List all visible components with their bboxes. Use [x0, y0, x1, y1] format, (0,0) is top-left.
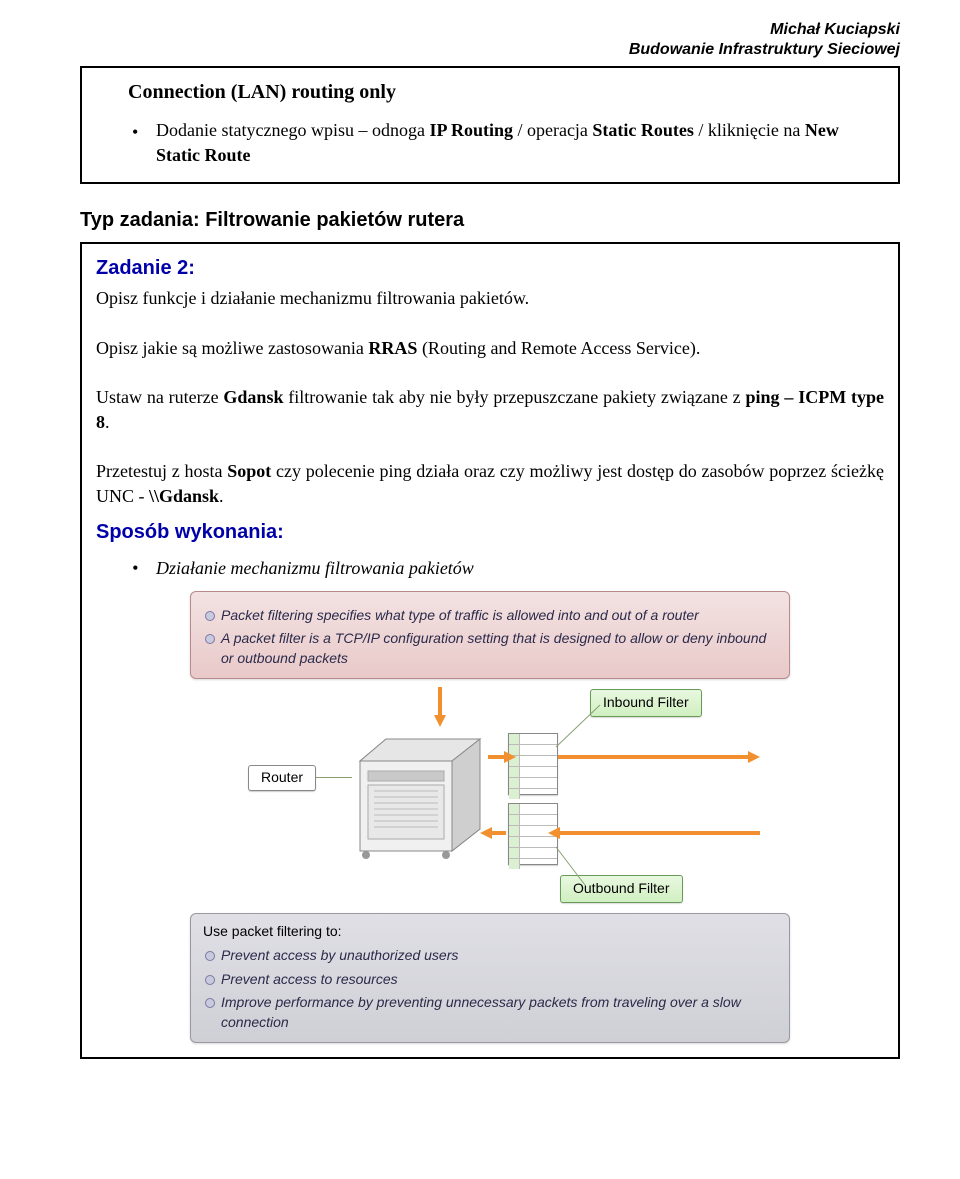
outbound-filter-label: Outbound Filter — [560, 875, 683, 903]
box1-list: • Dodanie statycznego wpisu – odnoga IP … — [128, 118, 884, 168]
text-fragment: Prevent access to resources — [221, 971, 398, 987]
text-fragment: Dodanie statycznego wpisu – odnoga — [156, 120, 429, 140]
outbound-filter-grid — [508, 803, 558, 865]
text-fragment: Ustaw na ruterze — [96, 387, 223, 407]
para-1: Opisz funkcje i działanie mechanizmu fil… — [96, 286, 884, 311]
bullet-icon — [205, 951, 215, 961]
box1-title: Connection (LAN) routing only — [128, 78, 884, 106]
text-fragment: Improve performance by preventing unnece… — [221, 994, 741, 1030]
bottom-panel-item: Prevent access by unauthorized users — [203, 946, 777, 966]
text-fragment: Przetestuj z hosta — [96, 461, 227, 481]
box-task: Typ zadania: Filtrowanie pakietów rutera… — [80, 206, 900, 1059]
task-box: Zadanie 2: Opisz funkcje i działanie mec… — [80, 242, 900, 1059]
bottom-panel-item: Prevent access to resources — [203, 970, 777, 990]
bullet-icon: • — [132, 120, 138, 145]
text-fragment: / operacja — [513, 120, 592, 140]
para-4: Przetestuj z hosta Sopot czy polecenie p… — [96, 459, 884, 509]
text-bold: Static Routes — [592, 120, 694, 140]
header-author: Michał Kuciapski — [80, 20, 900, 40]
para-2: Opisz jakie są możliwe zastosowania RRAS… — [96, 336, 884, 361]
text-bold: IP Routing — [429, 120, 513, 140]
router-icon — [352, 733, 487, 863]
sposob-label: Sposób wykonania: — [96, 518, 884, 546]
bullet-icon — [205, 998, 215, 1008]
text-fragment: / kliknięcie na — [694, 120, 805, 140]
text-fragment: Prevent access by unauthorized users — [221, 947, 458, 963]
text-bold: Gdansk — [223, 387, 283, 407]
bottom-panel-list: Prevent access by unauthorized users Pre… — [203, 946, 777, 1032]
inbound-filter-grid — [508, 733, 558, 795]
info-top-panel: Packet filtering specifies what type of … — [190, 591, 790, 680]
bullet-icon — [205, 975, 215, 985]
text-fragment: . — [219, 486, 224, 506]
router-label: Router — [248, 765, 316, 791]
inbound-filter-label: Inbound Filter — [590, 689, 702, 717]
info-top-item: Packet filtering specifies what type of … — [203, 606, 777, 626]
page: Michał Kuciapski Budowanie Infrastruktur… — [0, 0, 960, 1101]
connector-lines — [190, 687, 790, 907]
info-top-list: Packet filtering specifies what type of … — [203, 606, 777, 669]
sposob-bullet: Działanie mechanizmu filtrowania pakietó… — [96, 556, 884, 581]
packet-filter-infographic: Packet filtering specifies what type of … — [190, 591, 790, 1044]
filter-diagram: Router — [190, 687, 790, 907]
text-bold: \\Gdansk — [149, 486, 219, 506]
text-fragment: (Routing and Remote Access Service). — [417, 338, 700, 358]
bottom-panel-item: Improve performance by preventing unnece… — [203, 993, 777, 1032]
page-header: Michał Kuciapski Budowanie Infrastruktur… — [80, 20, 900, 60]
bottom-panel-lead: Use packet filtering to: — [203, 922, 777, 942]
connector-line — [316, 777, 352, 778]
para-3: Ustaw na ruterze Gdansk filtrowanie tak … — [96, 385, 884, 435]
box1-list-item: • Dodanie statycznego wpisu – odnoga IP … — [156, 118, 884, 168]
zadanie-label: Zadanie 2: — [96, 254, 884, 282]
info-top-item: A packet filter is a TCP/IP configuratio… — [203, 629, 777, 668]
task-type-label: Typ zadania: Filtrowanie pakietów rutera — [80, 206, 900, 234]
text-fragment: filtrowanie tak aby nie były przepuszcza… — [283, 387, 745, 407]
header-title: Budowanie Infrastruktury Sieciowej — [80, 40, 900, 60]
box-connection-routing: Connection (LAN) routing only • Dodanie … — [80, 66, 900, 184]
info-bottom-panel: Use packet filtering to: Prevent access … — [190, 913, 790, 1043]
text-bold: Sopot — [227, 461, 271, 481]
text-fragment: . — [105, 412, 110, 432]
box1-bullet-text: Dodanie statycznego wpisu – odnoga IP Ro… — [156, 120, 839, 165]
text-bold: RRAS — [368, 338, 417, 358]
text-fragment: Opisz jakie są możliwe zastosowania — [96, 338, 368, 358]
